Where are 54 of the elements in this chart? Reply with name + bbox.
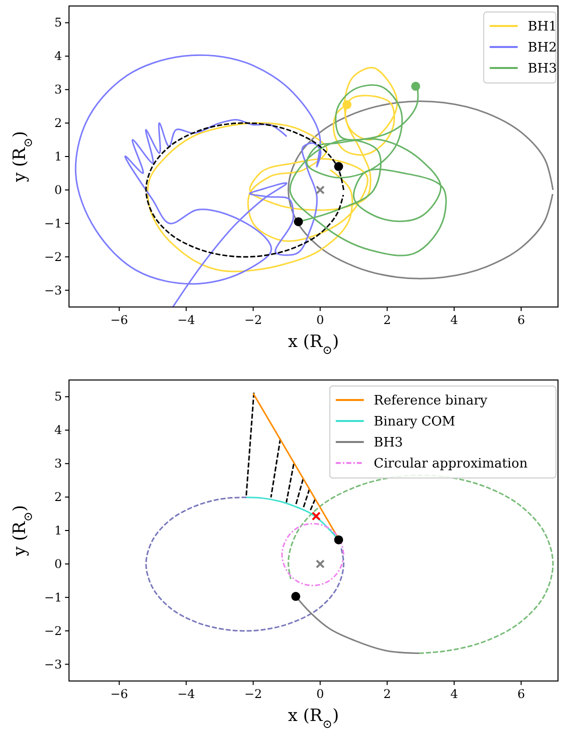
x-tick-label: −4 xyxy=(177,313,196,327)
point xyxy=(342,100,352,110)
y-tick-label: −3 xyxy=(44,283,62,298)
line-series xyxy=(281,522,344,586)
y-tick-label: −2 xyxy=(44,624,62,638)
y-tick-label: −2 xyxy=(44,250,62,264)
x-tick-label: −2 xyxy=(244,687,262,701)
x-axis-title: x (R$_{⊙}$) xyxy=(288,332,340,357)
point xyxy=(312,512,320,520)
x-tick-label: −4 xyxy=(177,687,196,701)
x-tick-label: −6 xyxy=(110,313,128,327)
y-tick-label: −1 xyxy=(44,590,62,604)
y-tick-label: 5 xyxy=(54,16,62,30)
point xyxy=(291,592,300,601)
legend-label: Binary COM xyxy=(374,414,456,430)
y-tick-label: 0 xyxy=(54,182,62,197)
point xyxy=(334,535,344,544)
x-tick-label: 4 xyxy=(450,313,458,327)
line-series xyxy=(145,122,344,258)
legend-label: BH1 xyxy=(528,20,557,34)
x-axis-title: x (R$_{⊙}$) xyxy=(288,706,340,731)
x-tick-label: −2 xyxy=(244,313,262,327)
point xyxy=(316,560,324,568)
y-tick-label: 1 xyxy=(54,524,62,538)
point xyxy=(334,162,344,172)
y-tick-label: 4 xyxy=(54,49,62,64)
point xyxy=(411,82,420,91)
x-tick-label: 0 xyxy=(316,313,324,327)
y-tick-label: 2 xyxy=(54,116,62,130)
y-tick-label: 2 xyxy=(54,490,62,504)
y-tick-label: 1 xyxy=(54,150,62,164)
y-tick-label: 0 xyxy=(54,556,62,571)
y-tick-label: 4 xyxy=(54,423,62,438)
line-series xyxy=(74,54,321,307)
y-tick-label: −3 xyxy=(44,657,62,672)
legend-label: Circular approximation xyxy=(374,456,528,472)
point xyxy=(294,217,303,226)
legend-label: BH2 xyxy=(528,40,557,56)
x-tick-label: 6 xyxy=(517,313,525,327)
legend-label: BH3 xyxy=(374,436,403,450)
x-tick-label: −6 xyxy=(110,687,128,701)
x-tick-label: 2 xyxy=(383,313,392,327)
y-tick-label: 3 xyxy=(54,456,62,471)
legend-label: Reference binary xyxy=(374,394,488,408)
line-series xyxy=(145,496,344,632)
y-tick-label: −1 xyxy=(44,216,62,230)
point xyxy=(316,186,324,194)
x-tick-label: 0 xyxy=(316,687,324,701)
y-tick-label: 3 xyxy=(54,82,62,97)
x-tick-label: 4 xyxy=(450,687,458,701)
y-tick-label: 5 xyxy=(54,390,62,404)
x-tick-label: 6 xyxy=(517,687,525,701)
legend-label: BH3 xyxy=(528,62,557,76)
x-tick-label: 2 xyxy=(383,687,392,701)
